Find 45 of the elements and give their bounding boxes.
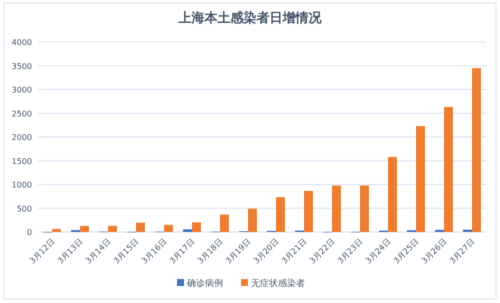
y-tick-label: 3500 [12,62,32,71]
bar [52,228,61,232]
x-tick-label: 3月13日 [56,237,84,266]
bar [360,185,369,232]
bar [276,197,285,232]
legend-label: 无症状感染者 [251,278,305,289]
bar [332,186,341,232]
bar [304,190,313,232]
bar [136,222,145,232]
x-tick-label: 3月15日 [112,237,140,266]
bar [183,229,192,232]
x-tick-label: 3月24日 [364,237,392,266]
y-tick-label: 3000 [12,86,32,94]
y-tick-label: 0 [26,228,32,237]
bar [192,222,201,232]
bar [388,156,397,232]
x-tick-label: 3月26日 [420,237,448,266]
x-tick-label: 3月14日 [84,237,112,266]
y-tick-label: 1500 [12,156,32,166]
y-tick-label: 4000 [12,38,32,47]
bar [80,226,89,232]
x-tick-label: 3月20日 [252,237,280,266]
y-tick-label: 2500 [12,109,32,118]
x-tick-label: 3月17日 [168,237,196,266]
x-tick-label: 3月12日 [28,237,56,266]
bar [444,107,453,232]
x-tick-label: 3月16日 [140,237,168,266]
bar [416,126,425,232]
x-tick-label: 3月25日 [392,237,420,266]
x-tick-label: 3月19日 [224,237,252,266]
x-tick-label: 3月21日 [280,237,308,266]
bar [220,214,229,232]
bar [472,68,481,232]
legend-label: 确诊病例 [186,278,223,289]
chart-title: 上海本土感染者日增情况 [178,10,322,26]
y-tick-label: 500 [16,204,32,214]
bar [164,224,173,232]
x-tick-label: 3月22日 [308,237,336,266]
y-tick-label: 1000 [12,180,32,190]
x-tick-label: 3月18日 [196,237,224,266]
y-tick-label: 2000 [12,133,32,142]
x-tick-label: 3月23日 [336,237,364,266]
bar [248,208,257,232]
bar [108,226,117,232]
x-tick-label: 3月27日 [448,237,476,266]
